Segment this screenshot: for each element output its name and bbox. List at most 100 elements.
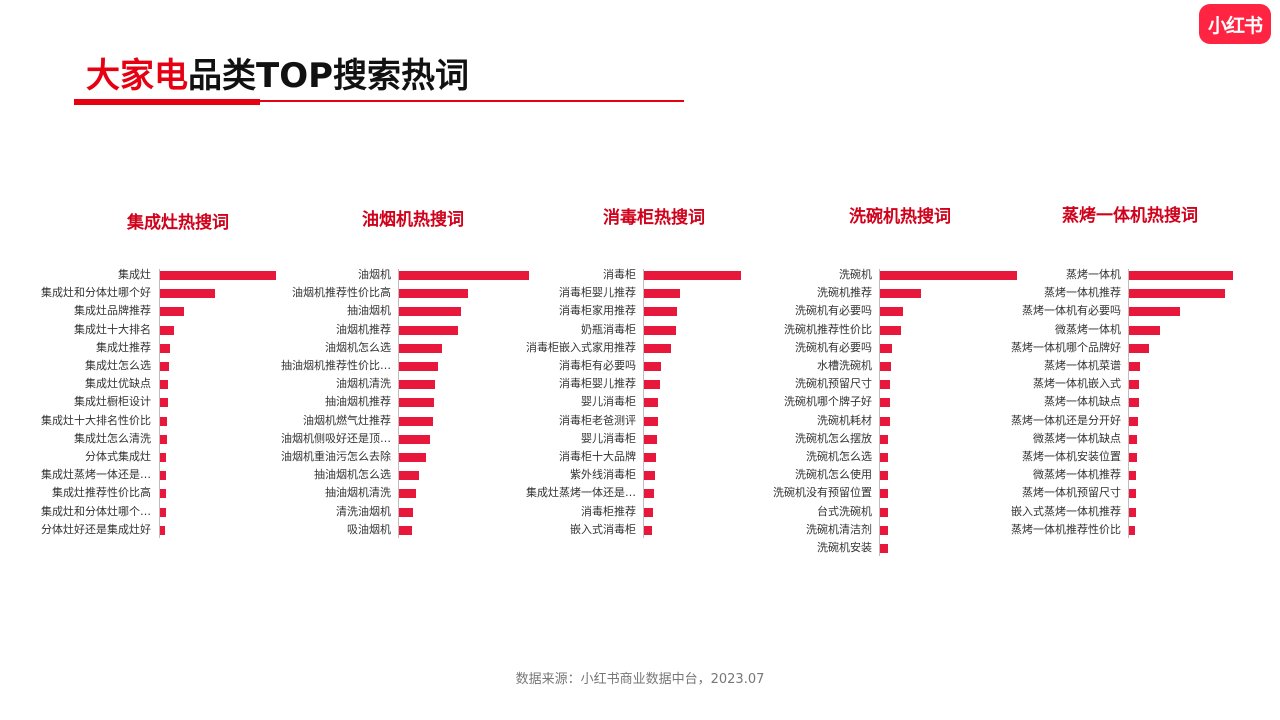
- data-bar: [644, 271, 741, 280]
- data-bar: [644, 289, 680, 299]
- category-label: 蒸烤一体机还是分开好: [1011, 413, 1121, 427]
- data-bar: [1129, 271, 1233, 280]
- category-label: 蒸烤一体机: [1066, 268, 1121, 281]
- data-bar: [399, 489, 416, 499]
- data-bar: [880, 525, 889, 535]
- category-label: 分体灶好还是集成灶好: [41, 522, 151, 536]
- category-label: 消毒柜: [603, 268, 636, 281]
- category-label: 抽油烟机: [347, 304, 391, 318]
- data-bar: [160, 362, 170, 371]
- data-bar: [399, 525, 412, 535]
- category-label: 消毒柜婴儿推荐: [559, 377, 636, 391]
- chart-title: 油烟机热搜词: [362, 210, 464, 230]
- category-label: 洗碗机没有预留位置: [773, 486, 872, 500]
- data-bar: [1129, 416, 1139, 426]
- title-highlight: 大家电: [86, 56, 188, 96]
- data-bar: [644, 471, 655, 481]
- chart-axis-line: [1128, 269, 1129, 538]
- category-label: 蒸烤一体机有必要吗: [1022, 304, 1121, 318]
- data-bar: [1129, 507, 1137, 517]
- data-bar: [399, 271, 529, 280]
- category-label: 油烟机: [358, 268, 391, 281]
- data-bar: [160, 307, 185, 317]
- category-label: 蒸烤一体机嵌入式: [1033, 377, 1121, 391]
- category-label: 油烟机怎么选: [325, 340, 391, 354]
- data-bar: [160, 398, 169, 408]
- data-bar: [644, 434, 657, 444]
- data-bar: [399, 289, 468, 299]
- category-label: 微蒸烤一体机缺点: [1033, 431, 1121, 445]
- data-bar: [880, 507, 889, 517]
- category-label: 消毒柜婴儿推荐: [559, 286, 636, 300]
- category-label: 消毒柜老爸测评: [559, 413, 636, 427]
- data-bar: [880, 398, 890, 408]
- data-bar: [160, 380, 169, 390]
- data-bar: [1129, 325, 1161, 335]
- category-label: 油烟机清洗: [336, 377, 391, 391]
- data-bar: [880, 343, 893, 353]
- category-label: 蒸烤一体机菜谱: [1044, 359, 1121, 372]
- category-label: 消毒柜推荐: [581, 504, 636, 518]
- data-bar: [160, 471, 166, 481]
- category-label: 分体式集成灶: [85, 450, 151, 463]
- category-label: 嵌入式蒸烤一体机推荐: [1011, 504, 1121, 518]
- category-label: 集成灶: [118, 268, 151, 281]
- data-bar: [880, 489, 889, 499]
- category-label: 油烟机燃气灶推荐: [303, 413, 391, 427]
- category-label: 洗碗机推荐性价比: [784, 322, 872, 336]
- data-bar: [160, 325, 174, 335]
- data-bar: [160, 343, 171, 353]
- data-bar: [160, 507, 166, 517]
- chart-axis-line: [159, 269, 160, 538]
- data-bar: [1129, 471, 1137, 481]
- category-label: 集成灶优缺点: [85, 377, 151, 391]
- category-label: 集成灶品牌推荐: [74, 304, 151, 318]
- category-label: 抽油烟机推荐: [325, 395, 391, 409]
- title-rest: 品类TOP搜索热词: [188, 56, 470, 96]
- data-bar: [1129, 489, 1137, 499]
- category-label: 洗碗机怎么选: [806, 450, 872, 463]
- category-label: 抽油烟机清洗: [325, 486, 391, 500]
- data-bar: [644, 453, 656, 462]
- data-bar: [880, 434, 889, 444]
- category-label: 洗碗机哪个牌子好: [784, 395, 872, 409]
- data-bar: [644, 362, 662, 371]
- data-bar: [1129, 525, 1136, 535]
- data-bar: [399, 416, 433, 426]
- data-bar: [399, 343, 442, 353]
- category-label: 消毒柜嵌入式家用推荐: [526, 340, 636, 354]
- category-label: 集成灶蒸烤一体还是…: [41, 468, 151, 482]
- category-label: 吸油烟机: [347, 522, 391, 536]
- category-label: 洗碗机怎么使用: [795, 468, 872, 482]
- category-label: 集成灶十大排名性价比: [41, 413, 151, 427]
- category-label: 婴儿消毒柜: [581, 431, 636, 445]
- category-label: 集成灶和分体灶哪个好: [41, 286, 151, 300]
- category-label: 蒸烤一体机推荐: [1044, 286, 1121, 300]
- data-bar: [160, 271, 276, 280]
- data-bar: [1129, 307, 1180, 317]
- data-bar: [644, 398, 658, 408]
- logo-text: 小红书: [1207, 14, 1263, 37]
- category-label: 集成灶推荐性价比高: [52, 486, 151, 500]
- category-label: 集成灶十大排名: [74, 322, 151, 336]
- data-bar: [1129, 343, 1149, 353]
- data-bar: [880, 271, 1017, 280]
- data-bar: [399, 471, 419, 481]
- category-label: 集成灶和分体灶哪个…: [41, 504, 151, 518]
- category-label: 洗碗机有必要吗: [795, 340, 872, 354]
- data-bar: [880, 362, 891, 371]
- category-label: 蒸烤一体机预留尺寸: [1022, 486, 1121, 500]
- data-bar: [1129, 434, 1138, 444]
- data-bar: [880, 325, 901, 335]
- data-bar: [399, 325, 458, 335]
- category-label: 油烟机侧吸好还是顶…: [281, 431, 391, 445]
- chart-axis-line: [643, 269, 644, 538]
- data-bar: [160, 525, 165, 535]
- data-bar: [399, 507, 414, 517]
- category-label: 消毒柜十大品牌: [559, 450, 636, 463]
- category-label: 微蒸烤一体机: [1055, 322, 1121, 336]
- category-label: 油烟机推荐性价比高: [292, 286, 391, 300]
- data-bar: [644, 489, 654, 499]
- category-label: 消毒柜家用推荐: [559, 304, 636, 318]
- category-label: 洗碗机耗材: [817, 413, 872, 427]
